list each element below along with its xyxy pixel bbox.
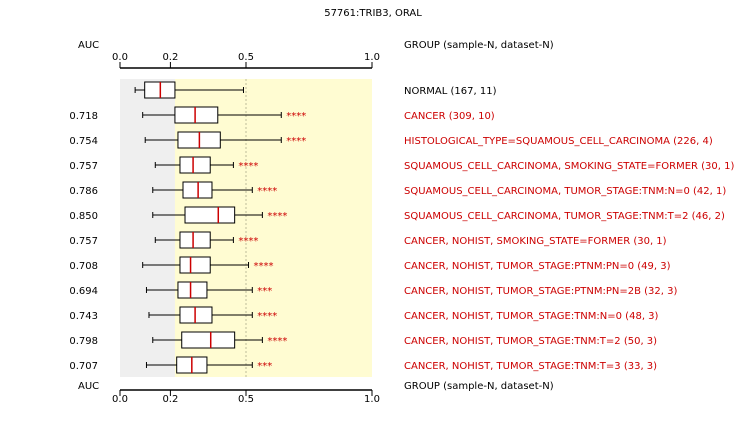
tick-label: 0.0 xyxy=(112,394,128,405)
group-header-top: GROUP (sample-N, dataset-N) xyxy=(404,40,554,51)
auc-value: 0.757 xyxy=(69,236,98,247)
auc-value: 0.708 xyxy=(69,261,98,272)
axis-top: 0.0 0.2 0.5 1.0 xyxy=(112,52,380,69)
iqr-box xyxy=(179,256,211,274)
iqr-box xyxy=(179,156,211,174)
box-row: **** 0.708 CANCER, NOHIST, TUMOR_STAGE:PTN… xyxy=(69,256,671,274)
significance-stars: **** xyxy=(267,211,287,222)
box-row: *** 0.694 CANCER, NOHIST, TUMOR_STAGE:PTNM… xyxy=(69,281,677,299)
significance-stars: **** xyxy=(238,236,258,247)
group-label: CANCER (309, 10) xyxy=(404,111,495,122)
iqr-box xyxy=(179,231,211,249)
box-row: **** 0.754 HISTOLOGICAL_TYPE=SQUAMOUS_CELL… xyxy=(69,131,713,149)
auc-header-top: AUC xyxy=(78,40,99,51)
group-label: CANCER, NOHIST, TUMOR_STAGE:TNM:T=3 (33,… xyxy=(404,361,657,372)
group-label: HISTOLOGICAL_TYPE=SQUAMOUS_CELL_CARCINOM… xyxy=(404,136,713,147)
box-row: **** 0.718 CANCER (309, 10) xyxy=(69,106,495,124)
group-label: CANCER, NOHIST, SMOKING_STATE=FORMER (30… xyxy=(404,236,667,247)
group-header-bottom: GROUP (sample-N, dataset-N) xyxy=(404,381,554,392)
box-row: **** 0.757 SQUAMOUS_CELL_CARCINOMA, SMOKIN… xyxy=(69,156,734,174)
box-rows: NORMAL (167, 11) **** 0.718 CANCER (309, 10… xyxy=(69,81,734,374)
iqr-box xyxy=(174,106,219,124)
group-label: CANCER, NOHIST, TUMOR_STAGE:PTNM:PN=0 (4… xyxy=(404,261,671,272)
significance-stars: **** xyxy=(286,111,306,122)
group-label: CANCER, NOHIST, TUMOR_STAGE:PTNM:PN=2B (… xyxy=(404,286,677,297)
significance-stars: **** xyxy=(238,161,258,172)
auc-value: 0.798 xyxy=(69,336,98,347)
significance-stars: **** xyxy=(257,311,277,322)
tick-label: 0.5 xyxy=(238,394,254,405)
tick-label: 0.0 xyxy=(112,52,128,63)
upper-range-band xyxy=(174,79,372,377)
iqr-box xyxy=(179,306,213,324)
tick-label: 1.0 xyxy=(364,52,380,63)
auc-header-bottom: AUC xyxy=(78,381,99,392)
tick-label: 0.2 xyxy=(162,394,178,405)
auc-value: 0.694 xyxy=(69,286,98,297)
iqr-box xyxy=(177,281,208,299)
auc-value: 0.850 xyxy=(69,211,98,222)
box-row: **** 0.798 CANCER, NOHIST, TUMOR_STAGE:TNM… xyxy=(69,331,657,349)
significance-stars: *** xyxy=(257,361,272,372)
group-label: CANCER, NOHIST, TUMOR_STAGE:TNM:N=0 (48,… xyxy=(404,311,659,322)
significance-stars: **** xyxy=(254,261,274,272)
box-row: *** 0.707 CANCER, NOHIST, TUMOR_STAGE:TNM:… xyxy=(69,356,657,374)
axis-bottom: 0.0 0.2 0.5 1.0 xyxy=(112,389,380,405)
box-row: **** 0.850 SQUAMOUS_CELL_CARCINOMA, TUMOR_… xyxy=(69,206,725,224)
auc-value: 0.743 xyxy=(69,311,98,322)
tick-label: 1.0 xyxy=(364,394,380,405)
group-label: CANCER, NOHIST, TUMOR_STAGE:TNM:T=2 (50,… xyxy=(404,336,657,347)
chart-title: 57761:TRIB3, ORAL xyxy=(324,8,422,19)
group-label: SQUAMOUS_CELL_CARCINOMA, TUMOR_STAGE:TNM… xyxy=(404,211,725,222)
significance-stars: **** xyxy=(267,336,287,347)
group-label: SQUAMOUS_CELL_CARCINOMA, TUMOR_STAGE:TNM… xyxy=(404,186,726,197)
box-row: NORMAL (167, 11) xyxy=(134,81,497,99)
group-label: NORMAL (167, 11) xyxy=(404,86,497,97)
significance-stars: **** xyxy=(257,186,277,197)
tick-label: 0.5 xyxy=(238,52,254,63)
auc-value: 0.707 xyxy=(69,361,98,372)
tick-label: 0.2 xyxy=(162,52,178,63)
normal-iqr-band xyxy=(120,79,175,377)
box-row: **** 0.757 CANCER, NOHIST, SMOKING_STATE=F… xyxy=(69,231,667,249)
auc-value: 0.754 xyxy=(69,136,98,147)
significance-stars: *** xyxy=(257,286,272,297)
auc-value: 0.718 xyxy=(69,111,98,122)
iqr-box xyxy=(184,206,236,224)
group-label: SQUAMOUS_CELL_CARCINOMA, SMOKING_STATE=F… xyxy=(404,161,734,172)
iqr-box xyxy=(181,331,236,349)
auc-value: 0.786 xyxy=(69,186,98,197)
significance-stars: **** xyxy=(286,136,306,147)
background-bands xyxy=(120,79,372,377)
auc-value: 0.757 xyxy=(69,161,98,172)
box-row: **** 0.786 SQUAMOUS_CELL_CARCINOMA, TUMOR_… xyxy=(69,181,726,199)
box-row: **** 0.743 CANCER, NOHIST, TUMOR_STAGE:TNM… xyxy=(69,306,659,324)
